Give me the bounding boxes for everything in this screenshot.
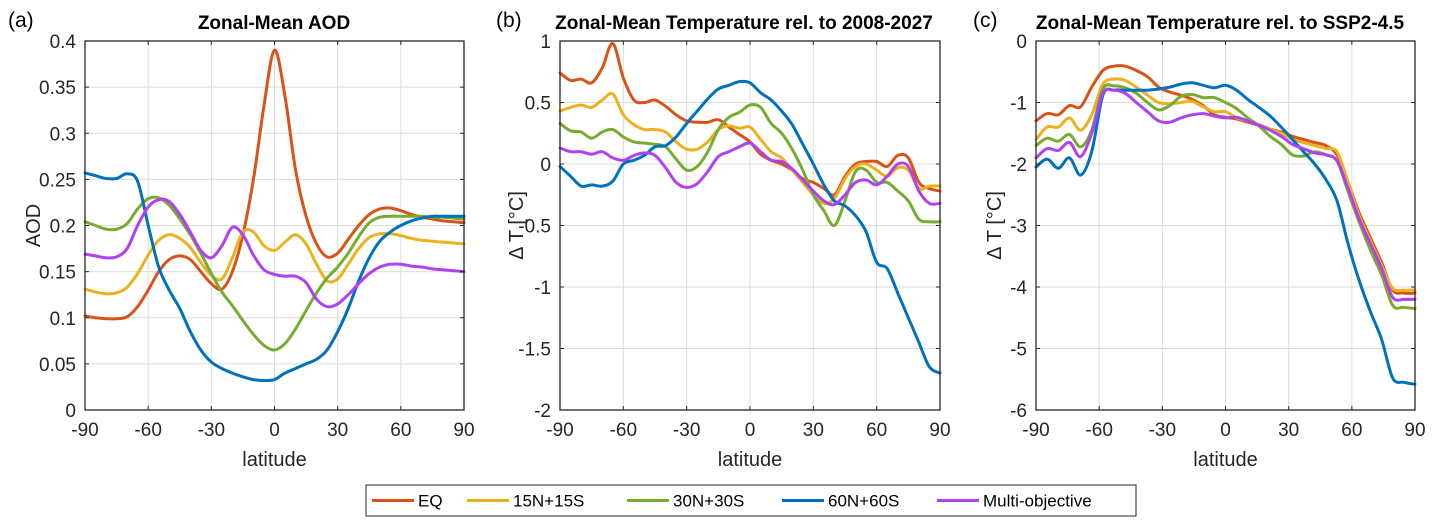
x-tick-label: -60 [1085, 420, 1112, 441]
panel-letter: (b) [496, 9, 522, 32]
y-tick-label: 0 [540, 155, 551, 176]
y-tick-label: -2 [1010, 155, 1027, 176]
series-line-15n-15s [83, 228, 466, 296]
x-tick-label: 90 [929, 420, 950, 441]
x-tick-label: 30 [1278, 420, 1299, 441]
series-line-multi-objective [83, 197, 466, 309]
series-line-60n-60s [558, 79, 942, 375]
legend-item: 15N+15S [467, 492, 584, 511]
legend-label: 60N+60S [828, 492, 899, 511]
x-tick-label: -90 [1022, 420, 1049, 441]
y-tick-label: -1 [1010, 94, 1027, 115]
y-tick-label: 0.05 [39, 355, 76, 376]
y-tick-label: 0.1 [50, 309, 76, 330]
legend-label: Multi-objective [983, 492, 1092, 511]
y-tick-label: 0.35 [39, 78, 76, 99]
y-tick-label: -2 [534, 401, 551, 422]
panel-a: -90 -60 -30 0 30 60 90 0 0.05 0.1 0.15 0.2 0.25 0.3 0.… [8, 9, 475, 471]
y-tick-label: -6 [1010, 401, 1027, 422]
y-tick-label: 0 [1016, 32, 1027, 53]
y-tick-label: 0.3 [50, 124, 76, 145]
x-axis-label: latitude [1193, 449, 1258, 471]
y-axis-label: Δ T [°C] [506, 191, 528, 260]
legend-item: EQ [372, 492, 443, 511]
legend-item: Multi-objective [937, 492, 1092, 511]
legend-item: 30N+30S [627, 492, 744, 511]
x-tick-label: 60 [390, 420, 411, 441]
y-tick-label: 0.5 [525, 94, 551, 115]
panel-letter: (a) [8, 9, 34, 32]
x-tick-label: -30 [1149, 420, 1176, 441]
y-tick-label: -0.5 [518, 217, 551, 238]
panel-letter: (c) [973, 9, 998, 32]
legend-label: 30N+30S [673, 492, 744, 511]
x-tick-label: -30 [673, 420, 700, 441]
y-tick-label: 0.25 [39, 170, 76, 191]
x-tick-label: -30 [198, 420, 225, 441]
legend: EQ 15N+15S 30N+30S 60N+60S Multi-objective [365, 484, 1137, 517]
y-tick-label: -4 [1010, 278, 1027, 299]
series-line-eq [83, 48, 466, 321]
panel-title: Zonal-Mean Temperature rel. to SSP2-4.5 [1036, 13, 1405, 34]
x-tick-label: -60 [610, 420, 637, 441]
x-tick-label: 30 [803, 420, 824, 441]
x-tick-label: -90 [546, 420, 573, 441]
series-line-multi-objective [1034, 87, 1417, 302]
series-line-15n-15s [1034, 77, 1417, 293]
series-line-60n-60s [1034, 81, 1417, 386]
y-axis-label: Δ T [°C] [984, 191, 1006, 260]
x-axis-label: latitude [242, 449, 307, 471]
series-line-multi-objective [558, 141, 942, 207]
series-line-30n-30s [558, 103, 942, 228]
panel-title: Zonal-Mean Temperature rel. to 2008-2027 [555, 13, 933, 34]
y-tick-label: -3 [1010, 217, 1027, 238]
x-tick-label: 90 [1404, 420, 1425, 441]
x-tick-label: 90 [453, 420, 474, 441]
y-tick-label: -1 [534, 278, 551, 299]
panel-b: -90 -60 -30 0 30 60 90 -2 -1.5 -1 -0.5 0 0.5 1 latitud… [496, 9, 951, 471]
x-tick-label: 30 [327, 420, 348, 441]
x-tick-label: 0 [745, 420, 756, 441]
x-tick-label: -60 [134, 420, 161, 441]
y-tick-label: -1.5 [518, 340, 551, 361]
panel-c: -90 -60 -30 0 30 60 90 -6 -5 -4 -3 -2 -1 0 latitude Δ T… [973, 9, 1426, 471]
y-tick-label: 0.15 [39, 263, 76, 284]
series-line-15n-15s [558, 91, 942, 206]
x-tick-label: 60 [866, 420, 887, 441]
panel-title: Zonal-Mean AOD [198, 13, 350, 34]
series-line-30n-30s [83, 195, 466, 352]
legend-label: 15N+15S [513, 492, 584, 511]
x-axis-label: latitude [718, 449, 783, 471]
y-tick-label: 0.2 [50, 217, 76, 238]
y-axis-label: AOD [23, 204, 45, 247]
y-tick-label: 0.4 [50, 32, 77, 53]
x-tick-label: 0 [269, 420, 280, 441]
y-tick-label: 0 [65, 401, 76, 422]
x-tick-label: 0 [1220, 420, 1231, 441]
x-tick-label: 60 [1341, 420, 1362, 441]
legend-label: EQ [418, 492, 443, 511]
legend-item: 60N+60S [782, 492, 899, 511]
y-tick-label: 1 [540, 32, 551, 53]
x-tick-label: -90 [71, 420, 98, 441]
series-line-60n-60s [83, 171, 466, 383]
y-tick-label: -5 [1010, 340, 1027, 361]
